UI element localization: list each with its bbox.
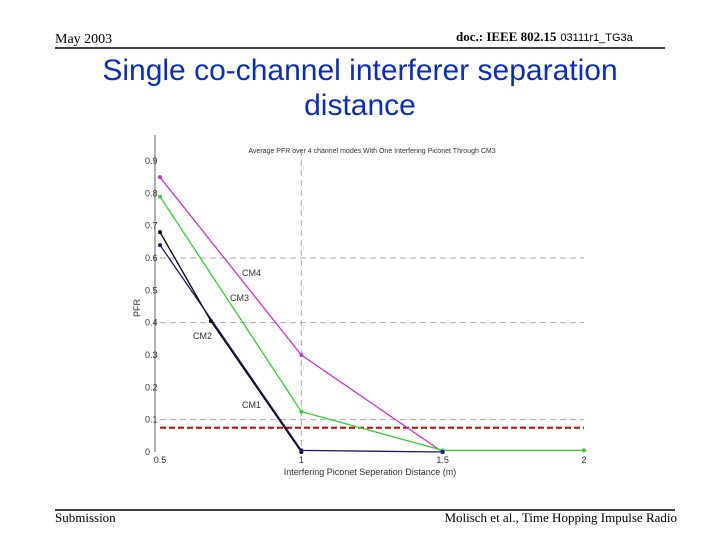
series-line — [159, 196, 584, 452]
data-point — [158, 230, 162, 235]
data-point — [299, 409, 304, 414]
series-label: CM4 — [242, 268, 261, 278]
data-point — [299, 353, 304, 357]
data-point — [299, 448, 304, 453]
x-tick-label: 2 — [581, 455, 586, 465]
y-tick-label: 0.6 — [145, 253, 158, 263]
x-tick-label: 1.5 — [436, 455, 449, 465]
chart: Average PFR over 4 channel modes With On… — [132, 135, 587, 477]
y-axis-label: PFR — [132, 298, 142, 317]
series-label: CM2 — [193, 331, 212, 341]
title-line: Single co-channel interferer separation — [102, 54, 617, 87]
x-tick-label: 0.5 — [154, 455, 167, 465]
footer-left: Submission — [55, 510, 116, 525]
series-label: CM3 — [230, 293, 249, 303]
y-tick-label: 0.4 — [145, 318, 158, 328]
doc-label: doc.: IEEE 802.15 — [456, 29, 557, 44]
chart-title: Average PFR over 4 channel modes With On… — [248, 148, 495, 155]
y-tick-label: 0.5 — [145, 285, 158, 295]
title-line: distance — [304, 89, 416, 122]
y-tick-label: 0.9 — [145, 156, 158, 166]
data-point — [158, 175, 162, 180]
series-label: CM1 — [242, 400, 261, 410]
y-tick-label: 0.8 — [145, 188, 158, 198]
header-date: May 2003 — [55, 32, 112, 47]
y-tick-label: 0.1 — [145, 415, 158, 425]
header-doc: doc.: IEEE 802.15 03111r1_TG3a — [456, 29, 634, 44]
data-point — [440, 450, 445, 454]
data-point — [158, 194, 162, 199]
x-axis-label: Interfering Piconet Seperation Distance … — [284, 467, 457, 477]
slide-title: Single co-channel interferer separation d… — [102, 54, 617, 122]
y-tick-label: 0 — [145, 447, 150, 457]
x-tick-label: 1 — [299, 455, 304, 465]
data-point — [158, 243, 162, 248]
y-tick-label: 0.2 — [145, 382, 158, 392]
data-point — [582, 448, 586, 453]
y-tick-label: 0.7 — [145, 221, 158, 231]
y-tick-label: 0.3 — [145, 350, 158, 360]
doc-id: 03111r1_TG3a — [560, 32, 633, 44]
footer-right: Molisch et al., Time Hopping Impulse Rad… — [444, 510, 677, 525]
